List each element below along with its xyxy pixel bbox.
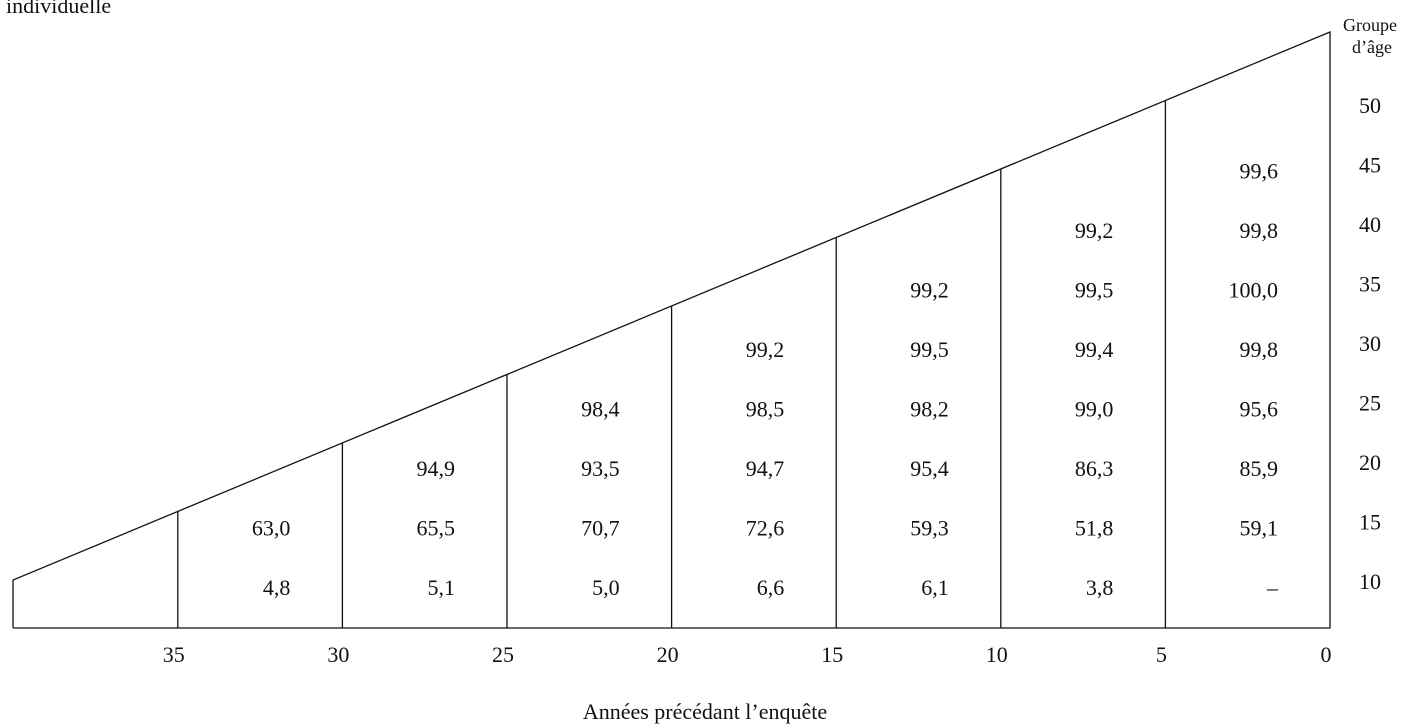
cell-value: 99,8	[1240, 337, 1279, 362]
cell-value: 99,2	[746, 337, 785, 362]
cell-value: 99,5	[1075, 278, 1114, 303]
cell-value: 94,7	[746, 456, 785, 481]
cell-value: 85,9	[1240, 456, 1279, 481]
age-label: 10	[1359, 569, 1381, 594]
cell-value: 98,4	[581, 397, 620, 422]
cell-value: 6,6	[757, 575, 785, 600]
caption: individuelle	[6, 0, 111, 18]
year-label: 35	[163, 642, 185, 667]
cell-value: 65,5	[417, 516, 456, 541]
cell-value: 6,1	[921, 575, 949, 600]
cell-value: 99,0	[1075, 397, 1114, 422]
cell-value: 5,0	[592, 575, 620, 600]
year-label: 15	[821, 642, 843, 667]
year-label: 25	[492, 642, 514, 667]
cell-value: 63,0	[252, 516, 291, 541]
cell-value: 4,8	[263, 575, 291, 600]
cell-value: 59,3	[910, 516, 949, 541]
cell-value: 99,4	[1075, 337, 1114, 362]
age-label: 20	[1359, 450, 1381, 475]
cell-value: 99,2	[1075, 218, 1114, 243]
age-title: d’âge	[1352, 37, 1392, 57]
cell-value: 95,6	[1240, 397, 1279, 422]
year-label: 10	[986, 642, 1008, 667]
cell-value: –	[1266, 575, 1279, 600]
year-label: 30	[327, 642, 349, 667]
year-title: Années précédant l’enquête	[583, 699, 827, 724]
age-label: 50	[1359, 93, 1381, 118]
year-label: 0	[1321, 642, 1332, 667]
age-label: 45	[1359, 153, 1381, 178]
age-label: 15	[1359, 510, 1381, 535]
cell-value: 94,9	[417, 456, 456, 481]
cell-value: 59,1	[1240, 516, 1279, 541]
age-label: 35	[1359, 272, 1381, 297]
cell-value: 99,5	[910, 337, 949, 362]
cell-value: 93,5	[581, 456, 620, 481]
cell-value: 99,8	[1240, 218, 1279, 243]
cell-value: 95,4	[910, 456, 949, 481]
cell-value: 98,2	[910, 397, 949, 422]
cell-value: 5,1	[428, 575, 456, 600]
cell-value: 98,5	[746, 397, 785, 422]
cell-value: 99,2	[910, 278, 949, 303]
age-label: 30	[1359, 331, 1381, 356]
cell-value: 3,8	[1086, 575, 1114, 600]
year-label: 5	[1156, 642, 1167, 667]
cell-value: 99,6	[1240, 159, 1279, 184]
cell-value: 72,6	[746, 516, 785, 541]
cell-value: 100,0	[1229, 278, 1279, 303]
year-label: 20	[657, 642, 679, 667]
age-label: 25	[1359, 391, 1381, 416]
cell-value: 51,8	[1075, 516, 1114, 541]
age-title: Groupe	[1343, 15, 1397, 35]
age-label: 40	[1359, 212, 1381, 237]
lexis-outline	[12, 31, 1331, 629]
cell-value: 70,7	[581, 516, 620, 541]
cell-value: 86,3	[1075, 456, 1114, 481]
